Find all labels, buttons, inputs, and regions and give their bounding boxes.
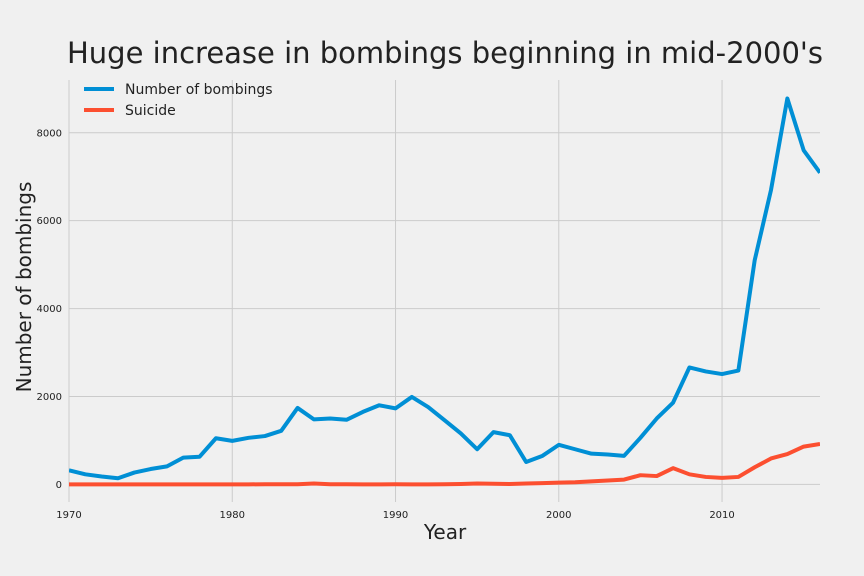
x-tick-label: 1970 [56,510,81,521]
y-tick-label: 6000 [37,216,62,227]
ticks: 1970 1980 1990 2000 2010 0 2000 4000 6000 8000 [37,128,735,521]
x-axis-label: Year [423,520,467,544]
legend-label: Number of bombings [125,82,273,98]
x-tick-label: 2000 [546,510,571,521]
y-tick-label: 4000 [37,304,62,315]
legend: Number of bombings Suicide [84,82,273,119]
y-tick-label: 0 [56,480,62,491]
y-tick-label: 8000 [37,128,62,139]
series-line-number-of-bombings [69,96,820,481]
y-axis-label: Number of bombings [12,182,36,393]
y-tick-label: 2000 [37,392,62,403]
x-tick-label: 2010 [709,510,734,521]
legend-label: Suicide [125,103,176,119]
series [69,96,820,487]
x-tick-label: 1980 [220,510,245,521]
chart-title: Huge increase in bombings beginning in m… [67,36,823,70]
series-line-suicide [69,442,820,487]
x-tick-label: 1990 [383,510,408,521]
